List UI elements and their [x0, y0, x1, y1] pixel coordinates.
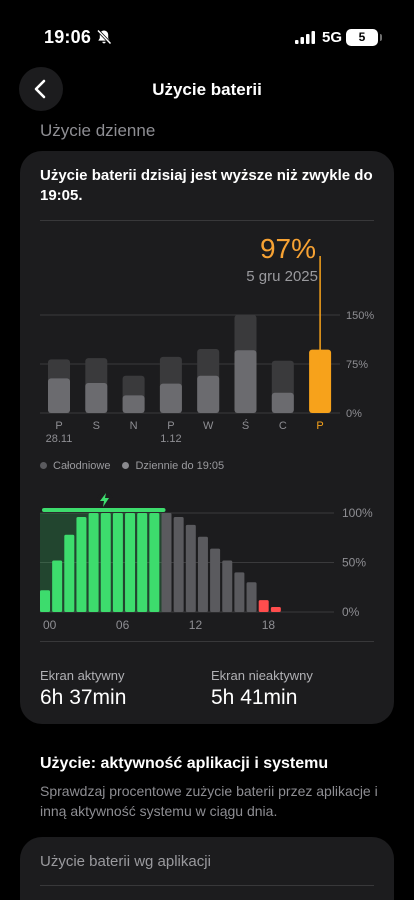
hour-bar [222, 560, 233, 612]
y-tick-label: 150% [346, 310, 374, 322]
selected-percent: 97% [259, 233, 316, 264]
bar-until-now [234, 350, 257, 413]
hour-bar [125, 513, 136, 612]
bell-slash-icon [96, 29, 112, 45]
y-tick-label: 50% [342, 556, 366, 570]
chart-legend: Całodniowe Dziennie do 19:05 [40, 460, 224, 472]
hour-bar [270, 607, 281, 612]
status-time: 19:06 [44, 27, 92, 47]
bar-until-now [85, 382, 108, 413]
hour-bar [161, 513, 172, 612]
apps-usage-title: Użycie baterii wg aplikacji [40, 853, 211, 870]
selected-date: 5 gru 2025 [246, 268, 318, 285]
x-tick-label: P [55, 420, 62, 432]
legend-until-now: Dziennie do 19:05 [122, 460, 224, 472]
y-tick-label: 0% [346, 408, 362, 420]
divider [40, 885, 374, 886]
x-tick-label: 06 [116, 618, 130, 631]
bar-until-now [122, 395, 145, 413]
x-tick-label: 18 [262, 618, 276, 631]
x-tick-label: W [203, 420, 214, 432]
hour-bar [197, 536, 208, 612]
hour-bar [112, 513, 123, 612]
hour-bar [137, 513, 148, 612]
legend-all-day: Całodniowe [40, 460, 110, 472]
x-sublabel: 28.11 [46, 433, 73, 445]
screen-inactive-label: Ekran nieaktywny [211, 668, 313, 683]
bar-until-now [271, 392, 294, 413]
hour-bar [185, 524, 196, 612]
bar-until-now [159, 383, 182, 413]
hour-bar [246, 582, 257, 612]
x-tick-label: N [130, 420, 138, 432]
usage-headline: Użycie baterii dzisiaj jest wyższe niż z… [40, 167, 373, 204]
hour-bar [173, 516, 184, 612]
chevron-left-icon [34, 79, 46, 99]
x-tick-label: 12 [189, 618, 203, 631]
screen-active-label: Ekran aktywny [40, 668, 125, 683]
y-tick-label: 0% [342, 605, 360, 619]
hour-bar [76, 516, 87, 612]
hour-bar [100, 513, 111, 612]
legend-until-now-label: Dziennie do 19:05 [135, 460, 225, 472]
signal-bars-icon [295, 31, 315, 44]
screen-inactive-value: 5h 41min [211, 686, 298, 709]
hour-bar [40, 590, 50, 612]
bolt-shape [100, 493, 109, 507]
hour-bar [52, 560, 63, 612]
charging-bolt-icon [97, 492, 113, 508]
hour-bar [234, 572, 245, 612]
screen-active-value: 6h 37min [40, 686, 127, 709]
usage-section-description: Sprawdzaj procentowe zużycie baterii prz… [40, 783, 378, 819]
apps-usage-card[interactable]: Użycie baterii wg aplikacji [20, 837, 394, 900]
divider [40, 220, 374, 221]
status-bar: 19:06 5G 5 [0, 0, 414, 60]
hour-bar [210, 548, 221, 612]
x-tick-label: C [279, 420, 287, 432]
x-tick-label: 00 [43, 618, 57, 631]
usage-section-title: Użycie: aktywność aplikacji i systemu [40, 755, 329, 772]
battery-charts: 0%75%150%P28.11S N P1.12W Ś C P0%50%100%00 06 1… [40, 256, 374, 631]
x-tick-label: Ś [242, 419, 249, 432]
hour-bar [149, 513, 160, 612]
section-daily-label: Użycie dzienne [40, 121, 156, 140]
x-tick-label: P [167, 420, 174, 432]
divider [40, 641, 374, 642]
bar-until-now [197, 375, 220, 413]
charging-indicator [42, 508, 166, 512]
daily-usage-card: Użycie baterii dzisiaj jest wyższe niż z… [20, 151, 394, 724]
hour-bar [88, 513, 99, 612]
battery-icon: 5 [346, 29, 382, 46]
legend-all-day-label: Całodniowe [53, 460, 111, 472]
x-tick-label: S [93, 420, 100, 432]
hour-bar [258, 600, 269, 612]
y-tick-label: 75% [346, 359, 368, 371]
x-sublabel: 1.12 [160, 433, 181, 445]
back-button[interactable] [19, 67, 63, 111]
page-title: Użycie baterii [152, 80, 262, 99]
hour-bar [64, 534, 75, 612]
bar-until-now [48, 378, 70, 413]
x-tick-label: P [316, 420, 323, 432]
y-tick-label: 100% [342, 506, 373, 520]
network-type: 5G [322, 29, 343, 46]
